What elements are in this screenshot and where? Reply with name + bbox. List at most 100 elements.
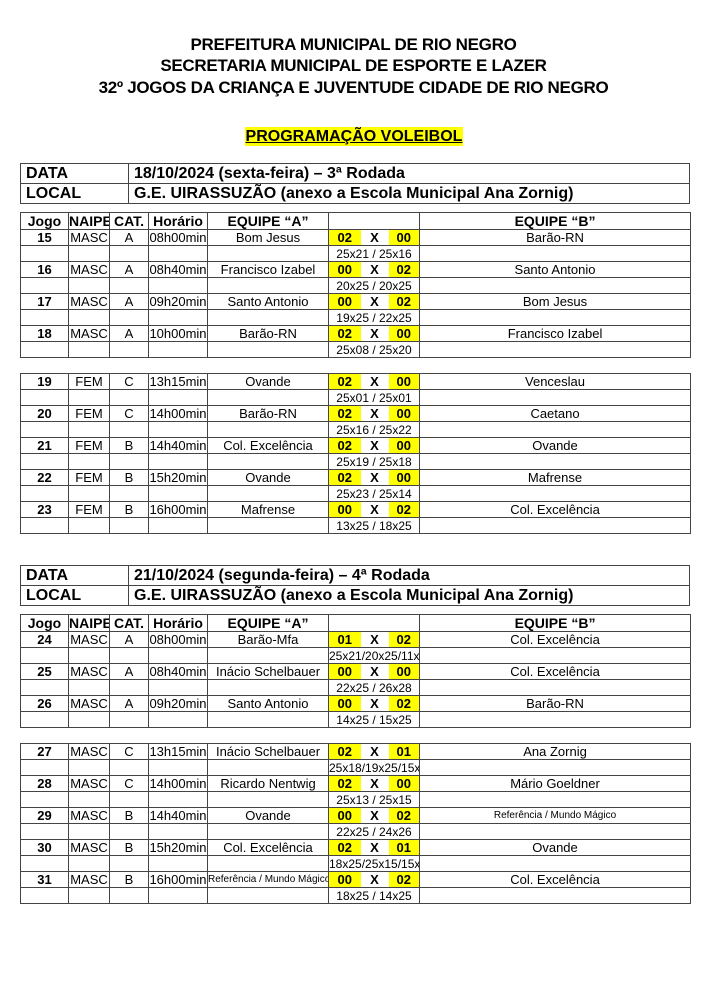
- versus: X: [360, 469, 389, 486]
- game-number: 24: [20, 631, 69, 648]
- team-b: Barão-RN: [419, 695, 692, 712]
- team-a: Barão-Mfa: [207, 631, 329, 648]
- time: 14h40min: [148, 437, 208, 454]
- set-scores: 25x21 / 25x16: [327, 245, 421, 262]
- sets-row: 20x25 / 20x25: [20, 277, 692, 294]
- game-number: 21: [20, 437, 69, 454]
- header-line-3: 32º JOGOS DA CRIANÇA E JUVENTUDE CIDADE …: [98, 78, 609, 97]
- team-a: Barão-RN: [207, 405, 329, 422]
- time: 08h00min: [148, 631, 208, 648]
- game-number: 25: [20, 663, 69, 680]
- score-a: 00: [328, 871, 361, 888]
- naipe: MASC: [68, 839, 110, 856]
- round-info-table: DATA 21/10/2024 (segunda-feira) – 4ª Roda…: [20, 565, 690, 606]
- set-scores: 25x23 / 25x14: [327, 485, 421, 502]
- versus: X: [360, 695, 389, 712]
- naipe: MASC: [68, 325, 110, 342]
- team-b: Col. Excelência: [419, 631, 692, 648]
- category: B: [109, 437, 149, 454]
- set-scores: 18x25 / 14x25: [327, 887, 421, 904]
- team-b: Mário Goeldner: [419, 775, 692, 792]
- score-a: 00: [328, 261, 361, 278]
- naipe: MASC: [68, 743, 110, 760]
- score-a: 00: [328, 695, 361, 712]
- naipe: FEM: [68, 405, 110, 422]
- col-score: [327, 614, 421, 632]
- sets-row: 18x25/25x15/15x11: [20, 855, 692, 872]
- score-a: 02: [328, 775, 361, 792]
- game-number: 17: [20, 293, 69, 310]
- versus: X: [360, 663, 389, 680]
- team-a: Santo Antonio: [207, 695, 329, 712]
- set-scores: 25x18/19x25/15x13: [327, 759, 421, 776]
- set-scores: 25x21/20x25/11x15: [327, 647, 421, 664]
- team-a: Bom Jesus: [207, 229, 329, 246]
- table-row: 16 MASC A 08h40min Francisco Izabel 00 X…: [20, 261, 692, 278]
- set-scores: 19x25 / 22x25: [327, 309, 421, 326]
- team-b: Ovande: [419, 839, 692, 856]
- table-row: 30 MASC B 15h20min Col. Excelência 02 X …: [20, 839, 692, 856]
- score-b: 02: [388, 871, 421, 888]
- col-naipe: NAIPE: [68, 614, 110, 632]
- col-naipe: NAIPE: [68, 212, 110, 230]
- versus: X: [360, 501, 389, 518]
- score-b: 00: [388, 325, 421, 342]
- score-b: 02: [388, 293, 421, 310]
- naipe: MASC: [68, 229, 110, 246]
- col-cat: CAT.: [109, 212, 149, 230]
- team-b: Col. Excelência: [419, 501, 692, 518]
- time: 14h00min: [148, 405, 208, 422]
- score-b: 00: [388, 663, 421, 680]
- time: 15h20min: [148, 469, 208, 486]
- table-row: 26 MASC A 09h20min Santo Antonio 00 X 02…: [20, 695, 692, 712]
- time: 16h00min: [148, 501, 208, 518]
- time: 09h20min: [148, 293, 208, 310]
- set-scores: 25x01 / 25x01: [327, 389, 421, 406]
- score-a: 02: [328, 405, 361, 422]
- team-a: Inácio Schelbauer: [207, 663, 329, 680]
- date-row: DATA 18/10/2024 (sexta-feira) – 3ª Rodada: [20, 163, 690, 184]
- naipe: MASC: [68, 775, 110, 792]
- naipe: FEM: [68, 373, 110, 390]
- table-row: 31 MASC B 16h00min Referência / Mundo Má…: [20, 871, 692, 888]
- game-number: 28: [20, 775, 69, 792]
- set-scores: 25x16 / 25x22: [327, 421, 421, 438]
- versus: X: [360, 807, 389, 824]
- table-row: 18 MASC A 10h00min Barão-RN 02 X 00 Fran…: [20, 325, 692, 342]
- team-a: Ovande: [207, 373, 329, 390]
- sets-row: 25x21/20x25/11x15: [20, 647, 692, 664]
- col-jogo: Jogo: [20, 212, 69, 230]
- col-equipe-a: EQUIPE “A”: [207, 614, 329, 632]
- score-a: 01: [328, 631, 361, 648]
- time: 08h40min: [148, 663, 208, 680]
- table-row: 23 FEM B 16h00min Mafrense 00 X 02 Col. …: [20, 501, 692, 518]
- score-a: 00: [328, 501, 361, 518]
- category: A: [109, 325, 149, 342]
- naipe: MASC: [68, 695, 110, 712]
- separator-row: [20, 357, 691, 374]
- location-value: G.E. UIRASSUZÃO (anexo a Escola Municipa…: [128, 585, 690, 606]
- team-a: Referência / Mundo Mágico: [207, 871, 329, 888]
- score-a: 02: [328, 373, 361, 390]
- col-horario: Horário: [148, 614, 208, 632]
- category: B: [109, 871, 149, 888]
- set-scores: 22x25 / 26x28: [327, 679, 421, 696]
- score-a: 00: [328, 807, 361, 824]
- score-b: 01: [388, 743, 421, 760]
- team-b: Referência / Mundo Mágico: [419, 807, 692, 824]
- naipe: MASC: [68, 261, 110, 278]
- date-label: DATA: [20, 565, 129, 586]
- set-scores: 22x25 / 24x26: [327, 823, 421, 840]
- date-value: 21/10/2024 (segunda-feira) – 4ª Rodada: [128, 565, 690, 586]
- time: 10h00min: [148, 325, 208, 342]
- category: C: [109, 743, 149, 760]
- score-b: 02: [388, 807, 421, 824]
- naipe: FEM: [68, 437, 110, 454]
- col-equipe-b: EQUIPE “B”: [419, 614, 692, 632]
- time: 14h40min: [148, 807, 208, 824]
- score-a: 00: [328, 293, 361, 310]
- score-b: 02: [388, 261, 421, 278]
- category: A: [109, 229, 149, 246]
- versus: X: [360, 325, 389, 342]
- header-line-1: PREFEITURA MUNICIPAL DE RIO NEGRO: [190, 35, 517, 54]
